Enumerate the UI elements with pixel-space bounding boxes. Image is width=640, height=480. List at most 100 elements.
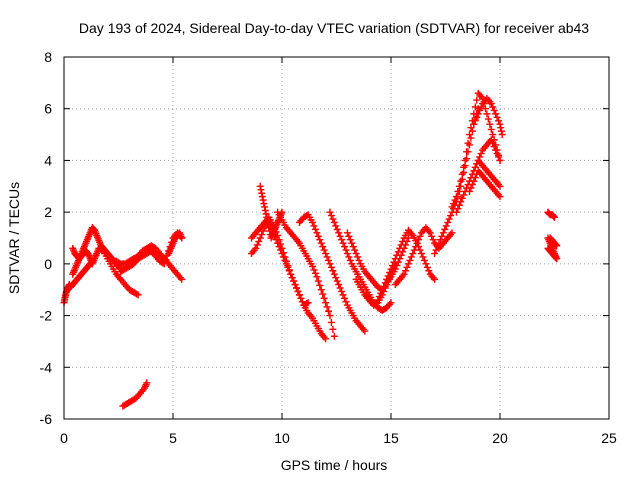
data-point bbox=[394, 248, 402, 256]
series-arc-25 bbox=[544, 208, 558, 221]
data-point bbox=[490, 143, 498, 151]
data-point bbox=[481, 105, 489, 113]
data-point bbox=[262, 210, 270, 218]
data-point bbox=[310, 222, 318, 230]
data-point bbox=[333, 225, 341, 233]
data-point bbox=[311, 269, 319, 277]
data-point bbox=[387, 265, 395, 273]
data-point bbox=[473, 113, 481, 121]
data-point bbox=[134, 291, 142, 299]
data-point bbox=[452, 193, 460, 201]
x-tick-label: 5 bbox=[169, 430, 177, 446]
data-point bbox=[316, 281, 324, 289]
data-point bbox=[429, 236, 437, 244]
data-point bbox=[477, 150, 485, 158]
data-point bbox=[460, 163, 468, 171]
data-point bbox=[309, 218, 317, 226]
data-point bbox=[454, 205, 462, 213]
data-point bbox=[322, 299, 330, 307]
data-point bbox=[381, 279, 389, 287]
plot-frame bbox=[63, 56, 610, 420]
data-point bbox=[403, 263, 411, 271]
data-point bbox=[386, 268, 394, 276]
data-point bbox=[477, 103, 485, 111]
data-point bbox=[452, 208, 460, 216]
data-point bbox=[343, 250, 351, 258]
data-point bbox=[342, 298, 350, 306]
data-point bbox=[279, 249, 287, 257]
series-arc-21 bbox=[470, 94, 506, 139]
data-point bbox=[348, 239, 356, 247]
data-point bbox=[484, 115, 492, 123]
data-point bbox=[88, 257, 96, 265]
data-point bbox=[311, 225, 319, 233]
data-point bbox=[290, 277, 298, 285]
data-point bbox=[441, 225, 449, 233]
data-point bbox=[264, 220, 272, 228]
series-arc-27 bbox=[544, 244, 561, 263]
data-point bbox=[277, 240, 285, 248]
data-point bbox=[400, 270, 408, 278]
data-point bbox=[426, 229, 434, 237]
data-point bbox=[317, 286, 325, 294]
data-points bbox=[60, 89, 561, 410]
data-point bbox=[377, 289, 385, 297]
data-point bbox=[409, 250, 417, 258]
data-point bbox=[455, 182, 463, 190]
data-point bbox=[493, 150, 501, 158]
data-point bbox=[391, 255, 399, 263]
data-point bbox=[256, 234, 264, 242]
data-point bbox=[418, 250, 426, 258]
data-point bbox=[415, 236, 423, 244]
data-point bbox=[342, 246, 350, 254]
data-point bbox=[416, 232, 424, 240]
data-point bbox=[309, 262, 317, 270]
x-axis-label: GPS time / hours bbox=[281, 457, 388, 473]
data-point bbox=[352, 250, 360, 258]
data-point bbox=[304, 299, 312, 307]
data-point bbox=[340, 243, 348, 251]
data-point bbox=[253, 241, 261, 249]
data-point bbox=[402, 267, 410, 275]
data-point bbox=[317, 239, 325, 247]
data-point bbox=[261, 203, 269, 211]
data-point bbox=[384, 272, 392, 280]
axis-ticks bbox=[63, 56, 610, 420]
data-point bbox=[327, 212, 335, 220]
data-point bbox=[374, 296, 382, 304]
data-point bbox=[497, 127, 505, 135]
data-point bbox=[445, 215, 453, 223]
data-point bbox=[319, 243, 327, 251]
data-point bbox=[489, 131, 497, 139]
series-arc-4 bbox=[67, 257, 96, 291]
data-point bbox=[449, 200, 457, 208]
data-point bbox=[552, 254, 560, 262]
data-point bbox=[297, 294, 305, 302]
data-point bbox=[483, 110, 491, 118]
data-point bbox=[551, 213, 558, 221]
data-point bbox=[178, 234, 186, 242]
data-point bbox=[380, 282, 388, 290]
data-point bbox=[425, 267, 433, 275]
data-point bbox=[258, 189, 266, 197]
data-point bbox=[323, 253, 331, 261]
data-point bbox=[407, 253, 415, 261]
data-point bbox=[471, 117, 479, 125]
data-point bbox=[375, 293, 383, 301]
data-point bbox=[406, 256, 414, 264]
data-point bbox=[255, 237, 263, 245]
data-point bbox=[457, 198, 465, 206]
x-tick-label: 25 bbox=[601, 430, 617, 446]
data-point bbox=[258, 193, 266, 201]
data-point bbox=[393, 251, 401, 259]
data-point bbox=[447, 212, 455, 220]
data-point bbox=[295, 291, 303, 299]
data-point bbox=[351, 246, 359, 254]
data-point bbox=[278, 244, 286, 252]
data-point bbox=[495, 153, 503, 161]
data-point bbox=[274, 231, 282, 239]
x-tick-label: 20 bbox=[492, 430, 508, 446]
data-point bbox=[303, 300, 311, 308]
data-point bbox=[420, 256, 428, 264]
data-point bbox=[294, 287, 302, 295]
